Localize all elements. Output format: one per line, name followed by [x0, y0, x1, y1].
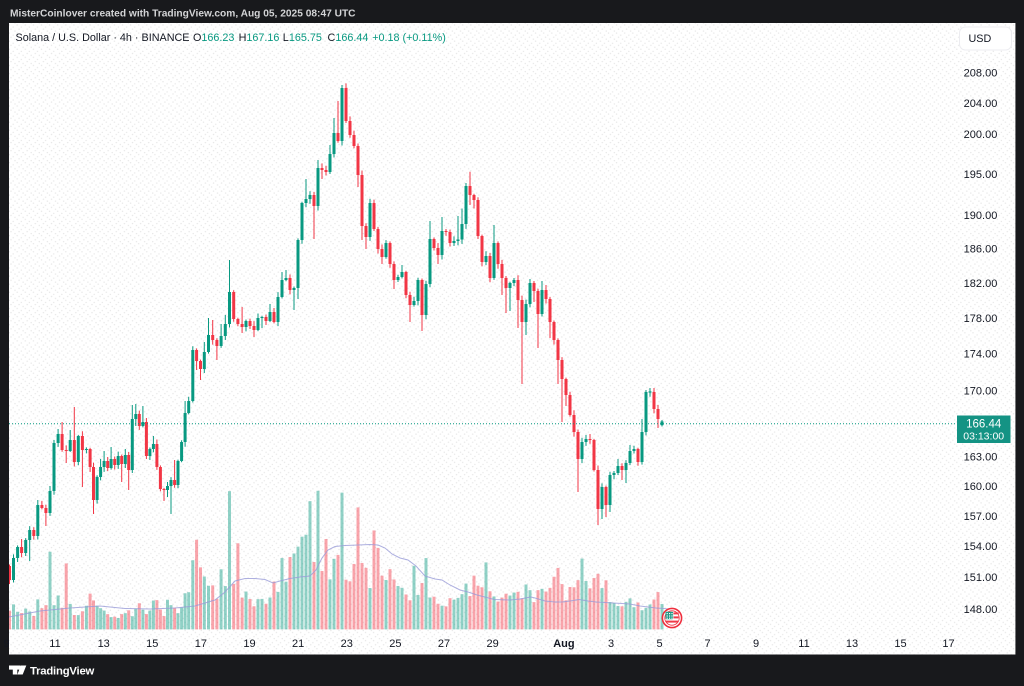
svg-text:17: 17 — [942, 638, 954, 650]
svg-text:148.00: 148.00 — [964, 604, 998, 616]
svg-text:21: 21 — [292, 638, 304, 650]
svg-text:178.00: 178.00 — [964, 313, 998, 325]
svg-text:154.00: 154.00 — [964, 541, 998, 553]
svg-text:MisterCoinlover created with T: MisterCoinlover created with TradingView… — [10, 9, 356, 20]
svg-text:186.00: 186.00 — [964, 244, 998, 256]
svg-text:11: 11 — [798, 638, 809, 650]
svg-text:182.00: 182.00 — [964, 278, 998, 290]
svg-text:5: 5 — [656, 638, 662, 650]
svg-text:195.00: 195.00 — [964, 169, 998, 181]
svg-text:03:13:00: 03:13:00 — [963, 431, 1004, 443]
svg-text:USD: USD — [969, 33, 992, 45]
svg-text:C166.44: C166.44 — [328, 32, 369, 44]
svg-text:200.00: 200.00 — [964, 129, 998, 141]
svg-text:7: 7 — [704, 638, 710, 650]
svg-text:170.00: 170.00 — [964, 385, 998, 397]
svg-text:204.00: 204.00 — [964, 98, 998, 110]
svg-text:L165.75: L165.75 — [283, 32, 322, 44]
svg-text:15: 15 — [146, 638, 158, 650]
svg-text:27: 27 — [438, 638, 450, 650]
svg-text:O166.23: O166.23 — [193, 32, 234, 44]
svg-text:+0.18 (+0.11%): +0.18 (+0.11%) — [372, 32, 446, 44]
svg-text:H167.16: H167.16 — [239, 32, 280, 44]
svg-text:174.00: 174.00 — [964, 349, 998, 361]
svg-text:9: 9 — [3, 638, 9, 650]
svg-text:13: 13 — [98, 638, 110, 650]
svg-text:Aug: Aug — [553, 638, 574, 650]
svg-text:Solana / U.S. Dollar · 4h · BI: Solana / U.S. Dollar · 4h · BINANCE — [16, 32, 190, 44]
svg-text:17: 17 — [195, 638, 207, 650]
svg-text:9: 9 — [753, 638, 759, 650]
svg-text:29: 29 — [486, 638, 498, 650]
svg-text:19: 19 — [243, 638, 255, 650]
svg-text:3: 3 — [608, 638, 614, 650]
svg-text:166.44: 166.44 — [966, 419, 1002, 431]
svg-text:TradingView: TradingView — [30, 666, 95, 678]
svg-text:163.00: 163.00 — [964, 452, 998, 464]
svg-text:23: 23 — [341, 638, 353, 650]
svg-text:157.00: 157.00 — [964, 511, 998, 523]
svg-text:11: 11 — [49, 638, 60, 650]
svg-text:151.00: 151.00 — [964, 572, 998, 584]
svg-text:15: 15 — [894, 638, 906, 650]
svg-text:160.00: 160.00 — [964, 481, 998, 493]
svg-text:13: 13 — [846, 638, 858, 650]
svg-text:208.00: 208.00 — [964, 67, 998, 79]
svg-text:190.00: 190.00 — [964, 210, 998, 222]
svg-text:25: 25 — [389, 638, 401, 650]
